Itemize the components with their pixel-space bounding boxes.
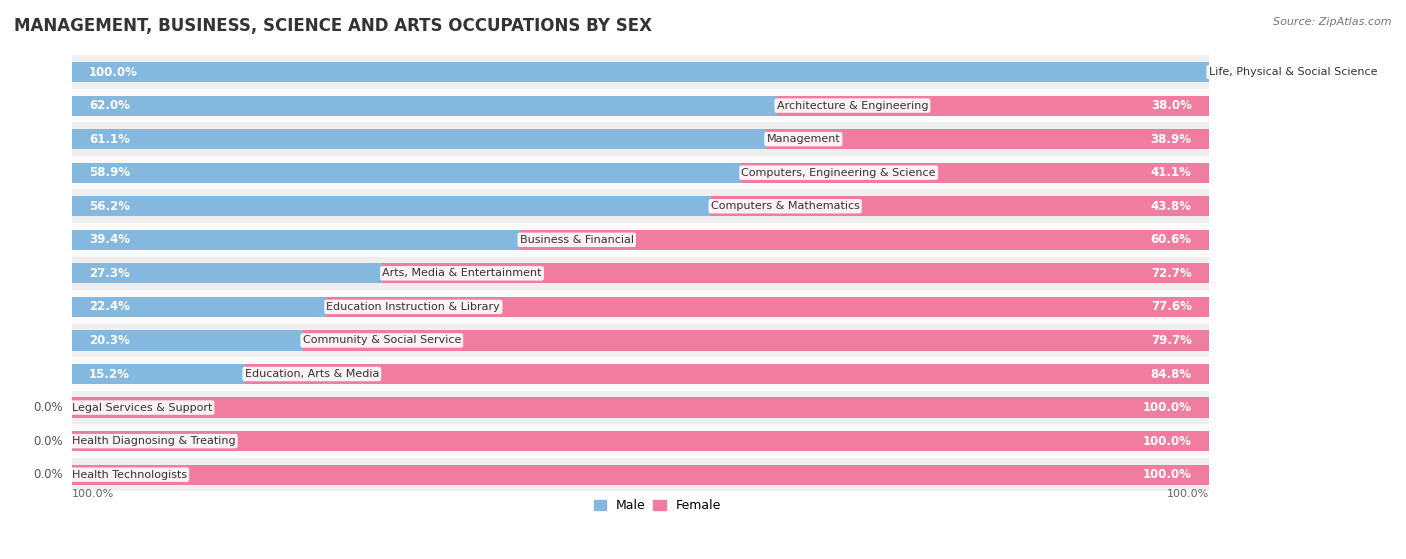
Text: Source: ZipAtlas.com: Source: ZipAtlas.com xyxy=(1274,17,1392,27)
Text: 72.7%: 72.7% xyxy=(1152,267,1192,280)
Text: 60.6%: 60.6% xyxy=(1150,233,1192,247)
Bar xyxy=(72,96,776,116)
Text: 79.7%: 79.7% xyxy=(1150,334,1192,347)
Text: 77.6%: 77.6% xyxy=(1150,300,1192,314)
Bar xyxy=(72,55,1209,89)
Text: Health Technologists: Health Technologists xyxy=(72,470,187,480)
Bar xyxy=(326,297,1209,317)
Text: Education, Arts & Media: Education, Arts & Media xyxy=(245,369,380,379)
Text: 0.0%: 0.0% xyxy=(34,434,63,448)
Bar xyxy=(72,129,766,149)
Text: Management: Management xyxy=(766,134,841,144)
Text: 0.0%: 0.0% xyxy=(34,401,63,414)
Bar xyxy=(72,230,520,250)
Text: Architecture & Engineering: Architecture & Engineering xyxy=(776,101,928,111)
Bar xyxy=(72,62,1209,82)
Text: 15.2%: 15.2% xyxy=(89,367,129,381)
Text: 100.0%: 100.0% xyxy=(1143,468,1192,481)
Text: 58.9%: 58.9% xyxy=(89,166,129,179)
Text: 100.0%: 100.0% xyxy=(89,65,138,78)
Text: 39.4%: 39.4% xyxy=(89,233,129,247)
Text: Legal Services & Support: Legal Services & Support xyxy=(72,402,212,413)
Bar xyxy=(72,223,1209,257)
Text: Computers & Mathematics: Computers & Mathematics xyxy=(711,201,859,211)
Text: 20.3%: 20.3% xyxy=(89,334,129,347)
Text: Computers, Engineering & Science: Computers, Engineering & Science xyxy=(741,168,936,178)
Text: 84.8%: 84.8% xyxy=(1150,367,1192,381)
Bar xyxy=(382,263,1209,283)
Bar xyxy=(72,330,302,350)
Bar xyxy=(72,257,1209,290)
Text: 100.0%: 100.0% xyxy=(1143,434,1192,448)
Text: 0.0%: 0.0% xyxy=(34,468,63,481)
Text: 0.0%: 0.0% xyxy=(1218,65,1247,78)
Text: Arts, Media & Entertainment: Arts, Media & Entertainment xyxy=(382,268,541,278)
Bar xyxy=(72,190,1209,223)
Text: 43.8%: 43.8% xyxy=(1150,200,1192,213)
Text: 27.3%: 27.3% xyxy=(89,267,129,280)
Bar xyxy=(72,324,1209,357)
Text: 62.0%: 62.0% xyxy=(89,99,129,112)
Bar xyxy=(72,397,1209,418)
Bar xyxy=(766,129,1209,149)
Bar xyxy=(72,122,1209,156)
Bar xyxy=(72,364,245,384)
Text: MANAGEMENT, BUSINESS, SCIENCE AND ARTS OCCUPATIONS BY SEX: MANAGEMENT, BUSINESS, SCIENCE AND ARTS O… xyxy=(14,17,652,35)
Text: 100.0%: 100.0% xyxy=(72,489,114,499)
Bar xyxy=(72,196,711,216)
Text: 100.0%: 100.0% xyxy=(1167,489,1209,499)
Bar xyxy=(72,391,1209,424)
Bar xyxy=(520,230,1209,250)
Bar xyxy=(776,96,1209,116)
Bar xyxy=(72,156,1209,190)
Text: Business & Financial: Business & Financial xyxy=(520,235,634,245)
Text: 38.9%: 38.9% xyxy=(1150,132,1192,146)
Bar xyxy=(72,290,1209,324)
Bar xyxy=(245,364,1209,384)
Text: Life, Physical & Social Science: Life, Physical & Social Science xyxy=(1209,67,1378,77)
Text: 61.1%: 61.1% xyxy=(89,132,129,146)
Legend: Male, Female: Male, Female xyxy=(589,494,725,517)
Bar xyxy=(302,330,1209,350)
Text: Education Instruction & Library: Education Instruction & Library xyxy=(326,302,501,312)
Text: Health Diagnosing & Treating: Health Diagnosing & Treating xyxy=(72,436,235,446)
Bar xyxy=(72,431,1209,451)
Text: 100.0%: 100.0% xyxy=(1143,401,1192,414)
Bar xyxy=(711,196,1209,216)
Bar xyxy=(72,465,1209,485)
Bar xyxy=(72,297,326,317)
Text: Community & Social Service: Community & Social Service xyxy=(302,335,461,345)
Bar xyxy=(72,163,741,183)
Bar xyxy=(72,263,382,283)
Text: 38.0%: 38.0% xyxy=(1150,99,1192,112)
Text: 56.2%: 56.2% xyxy=(89,200,129,213)
Bar xyxy=(72,458,1209,491)
Bar xyxy=(72,89,1209,122)
Bar xyxy=(72,357,1209,391)
Text: 22.4%: 22.4% xyxy=(89,300,129,314)
Text: 41.1%: 41.1% xyxy=(1150,166,1192,179)
Bar xyxy=(741,163,1209,183)
Bar xyxy=(72,424,1209,458)
